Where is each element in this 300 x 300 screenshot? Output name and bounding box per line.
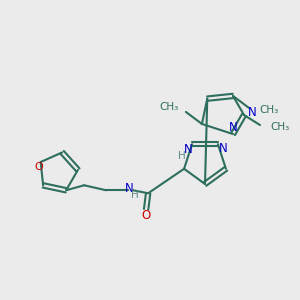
Text: N: N [184, 143, 192, 156]
Text: CH₃: CH₃ [259, 105, 278, 115]
Text: O: O [142, 209, 151, 222]
Text: CH₃: CH₃ [160, 102, 179, 112]
Text: N: N [229, 121, 237, 134]
Text: CH₃: CH₃ [270, 122, 289, 132]
Text: N: N [248, 106, 256, 119]
Text: H: H [131, 190, 139, 200]
Text: O: O [34, 162, 43, 172]
Text: N: N [125, 182, 134, 195]
Text: H: H [178, 151, 186, 161]
Text: N: N [219, 142, 227, 155]
